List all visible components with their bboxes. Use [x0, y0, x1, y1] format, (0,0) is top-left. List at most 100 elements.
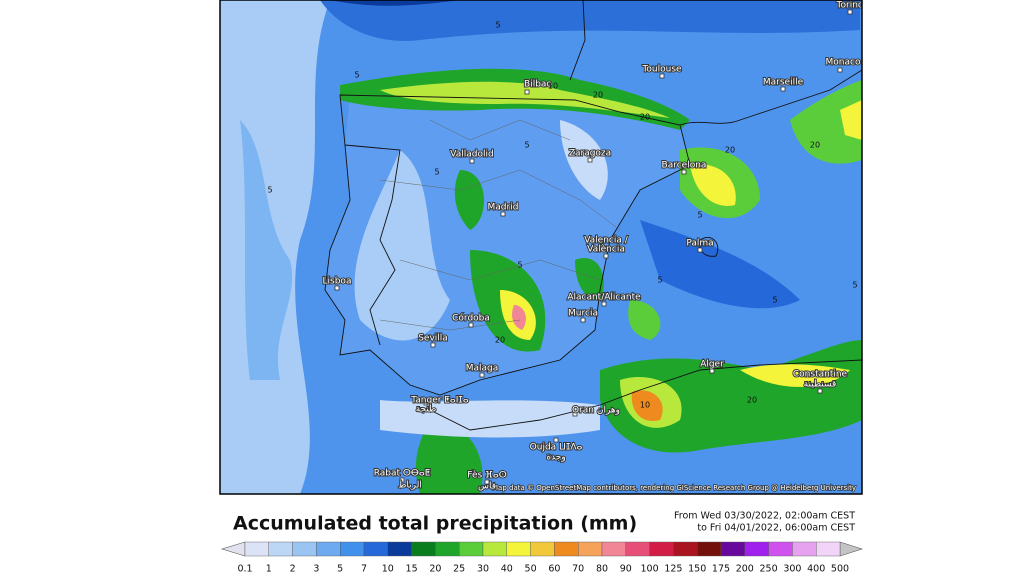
- city-label: Oujda ⵡⵊⴷⴰ: [530, 443, 583, 453]
- map-frame: [219, 0, 863, 495]
- city-marker: [500, 211, 506, 217]
- city-marker: [484, 479, 490, 485]
- legend-swatch: [816, 541, 841, 557]
- legend-swatch: [268, 541, 293, 557]
- contour-label: 5: [697, 211, 702, 220]
- legend-label: 15: [406, 564, 418, 575]
- city-label: Madrid: [488, 203, 519, 213]
- city-label: Alacant/Alicante: [567, 293, 641, 303]
- city-label: Alger: [700, 360, 724, 370]
- legend-swatch: [435, 541, 460, 557]
- legend-label: 150: [688, 564, 706, 575]
- legend-swatch: [506, 541, 531, 557]
- city-marker: [572, 411, 578, 417]
- city-marker: [601, 301, 607, 307]
- city-label: Tanger ⵟⴰⵏⵊⴰ: [410, 396, 469, 406]
- legend-label: 25: [453, 564, 465, 575]
- city-label: Córdoba: [452, 313, 490, 324]
- city-marker: [430, 342, 436, 348]
- contour-label: 5: [772, 296, 777, 305]
- legend-label: 100: [641, 564, 659, 575]
- city-label: قسنطينة: [804, 380, 837, 390]
- city-label: Valencia /: [584, 236, 629, 246]
- legend-title: Accumulated total precipitation (mm): [233, 513, 637, 535]
- legend-label: 250: [760, 564, 778, 575]
- city-label: València: [587, 244, 625, 255]
- legend-label: 70: [572, 564, 584, 575]
- city-marker: [780, 86, 786, 92]
- legend-label: 1: [266, 564, 272, 575]
- city-label: فاس: [478, 482, 496, 492]
- city-marker: [603, 253, 609, 259]
- contour-label: 5: [434, 168, 439, 177]
- city-marker: [479, 372, 485, 378]
- legend-swatch: [554, 541, 579, 557]
- period-to: to Fri 04/01/2022, 06:00am CEST: [697, 523, 855, 534]
- legend-swatch: [411, 541, 436, 557]
- city-label: Barcelona: [662, 161, 707, 171]
- city-marker: [553, 437, 559, 443]
- contour-label: 20: [747, 396, 757, 405]
- contour-label: 20: [640, 113, 650, 122]
- contour-label: 20: [725, 146, 735, 155]
- city-label: Lisboa: [323, 277, 352, 287]
- legend-label: 3: [313, 564, 319, 575]
- contour-label: 5: [354, 71, 359, 80]
- city-label: Fès ⴼⴰⵙ: [467, 470, 506, 481]
- legend-swatch: [792, 541, 817, 557]
- city-marker: [524, 89, 530, 95]
- colorbar: 0.1 1 2 3 5 7 10 15 20 25 30 40 50 60 70 80 90 100 125 150 1…: [220, 541, 863, 575]
- legend-label: 0.1: [237, 564, 252, 575]
- city-label: Malaga: [466, 364, 499, 374]
- city-label: Monaco: [826, 58, 861, 68]
- city-marker: [837, 67, 843, 73]
- city-marker: [468, 322, 474, 328]
- legend-label: 80: [596, 564, 608, 575]
- city-label: Torino: [836, 1, 864, 11]
- legend-swatch: [625, 541, 650, 557]
- contour-label: 20: [495, 336, 505, 345]
- legend-label: 125: [664, 564, 682, 575]
- contour-label: 5: [852, 281, 857, 290]
- city-label: Zaragoza: [569, 149, 611, 159]
- city-label: Constantine: [793, 370, 848, 380]
- city-label: Bilbao: [524, 80, 552, 90]
- city-label: Marseille: [763, 78, 804, 88]
- city-marker: [847, 9, 853, 15]
- legend-swatch: [482, 541, 507, 557]
- legend-swatch: [363, 541, 388, 557]
- contour-label: 5: [267, 186, 272, 195]
- legend-label: 2: [290, 564, 296, 575]
- legend-swatch: [459, 541, 484, 557]
- legend-label: 500: [831, 564, 849, 575]
- legend-swatch: [720, 541, 745, 557]
- legend-label: 40: [501, 564, 513, 575]
- legend-swatch: [697, 541, 722, 557]
- contour-label: 5: [657, 276, 662, 285]
- legend-swatch: [530, 541, 555, 557]
- city-marker: [817, 388, 823, 394]
- legend-over-arrow: [839, 541, 863, 557]
- legend-under-arrow: [220, 541, 246, 557]
- legend-swatch: [768, 541, 793, 557]
- contour-label: 20: [593, 91, 603, 100]
- legend-swatch: [292, 541, 317, 557]
- city-label: Oran وهران: [572, 406, 620, 416]
- city-label: Rabat ⵔⴱⴰⵟ: [374, 469, 431, 479]
- city-label: الرباط: [398, 481, 422, 491]
- legend-swatch: [316, 541, 341, 557]
- legend-label: 30: [477, 564, 489, 575]
- map: Map data © OpenStreetMap contributors, r…: [220, 0, 864, 494]
- city-marker: [469, 158, 475, 164]
- legend-swatch: [744, 541, 769, 557]
- legend-label: 300: [783, 564, 801, 575]
- legend-swatch: [601, 541, 626, 557]
- city-label: طنجة: [416, 405, 437, 415]
- legend-label: 60: [548, 564, 560, 575]
- city-marker: [697, 247, 703, 253]
- legend-label: 7: [361, 564, 367, 575]
- city-marker: [334, 285, 340, 291]
- legend-label: 400: [807, 564, 825, 575]
- city-label: Valladolid: [450, 150, 493, 160]
- legend-swatch: [244, 541, 269, 557]
